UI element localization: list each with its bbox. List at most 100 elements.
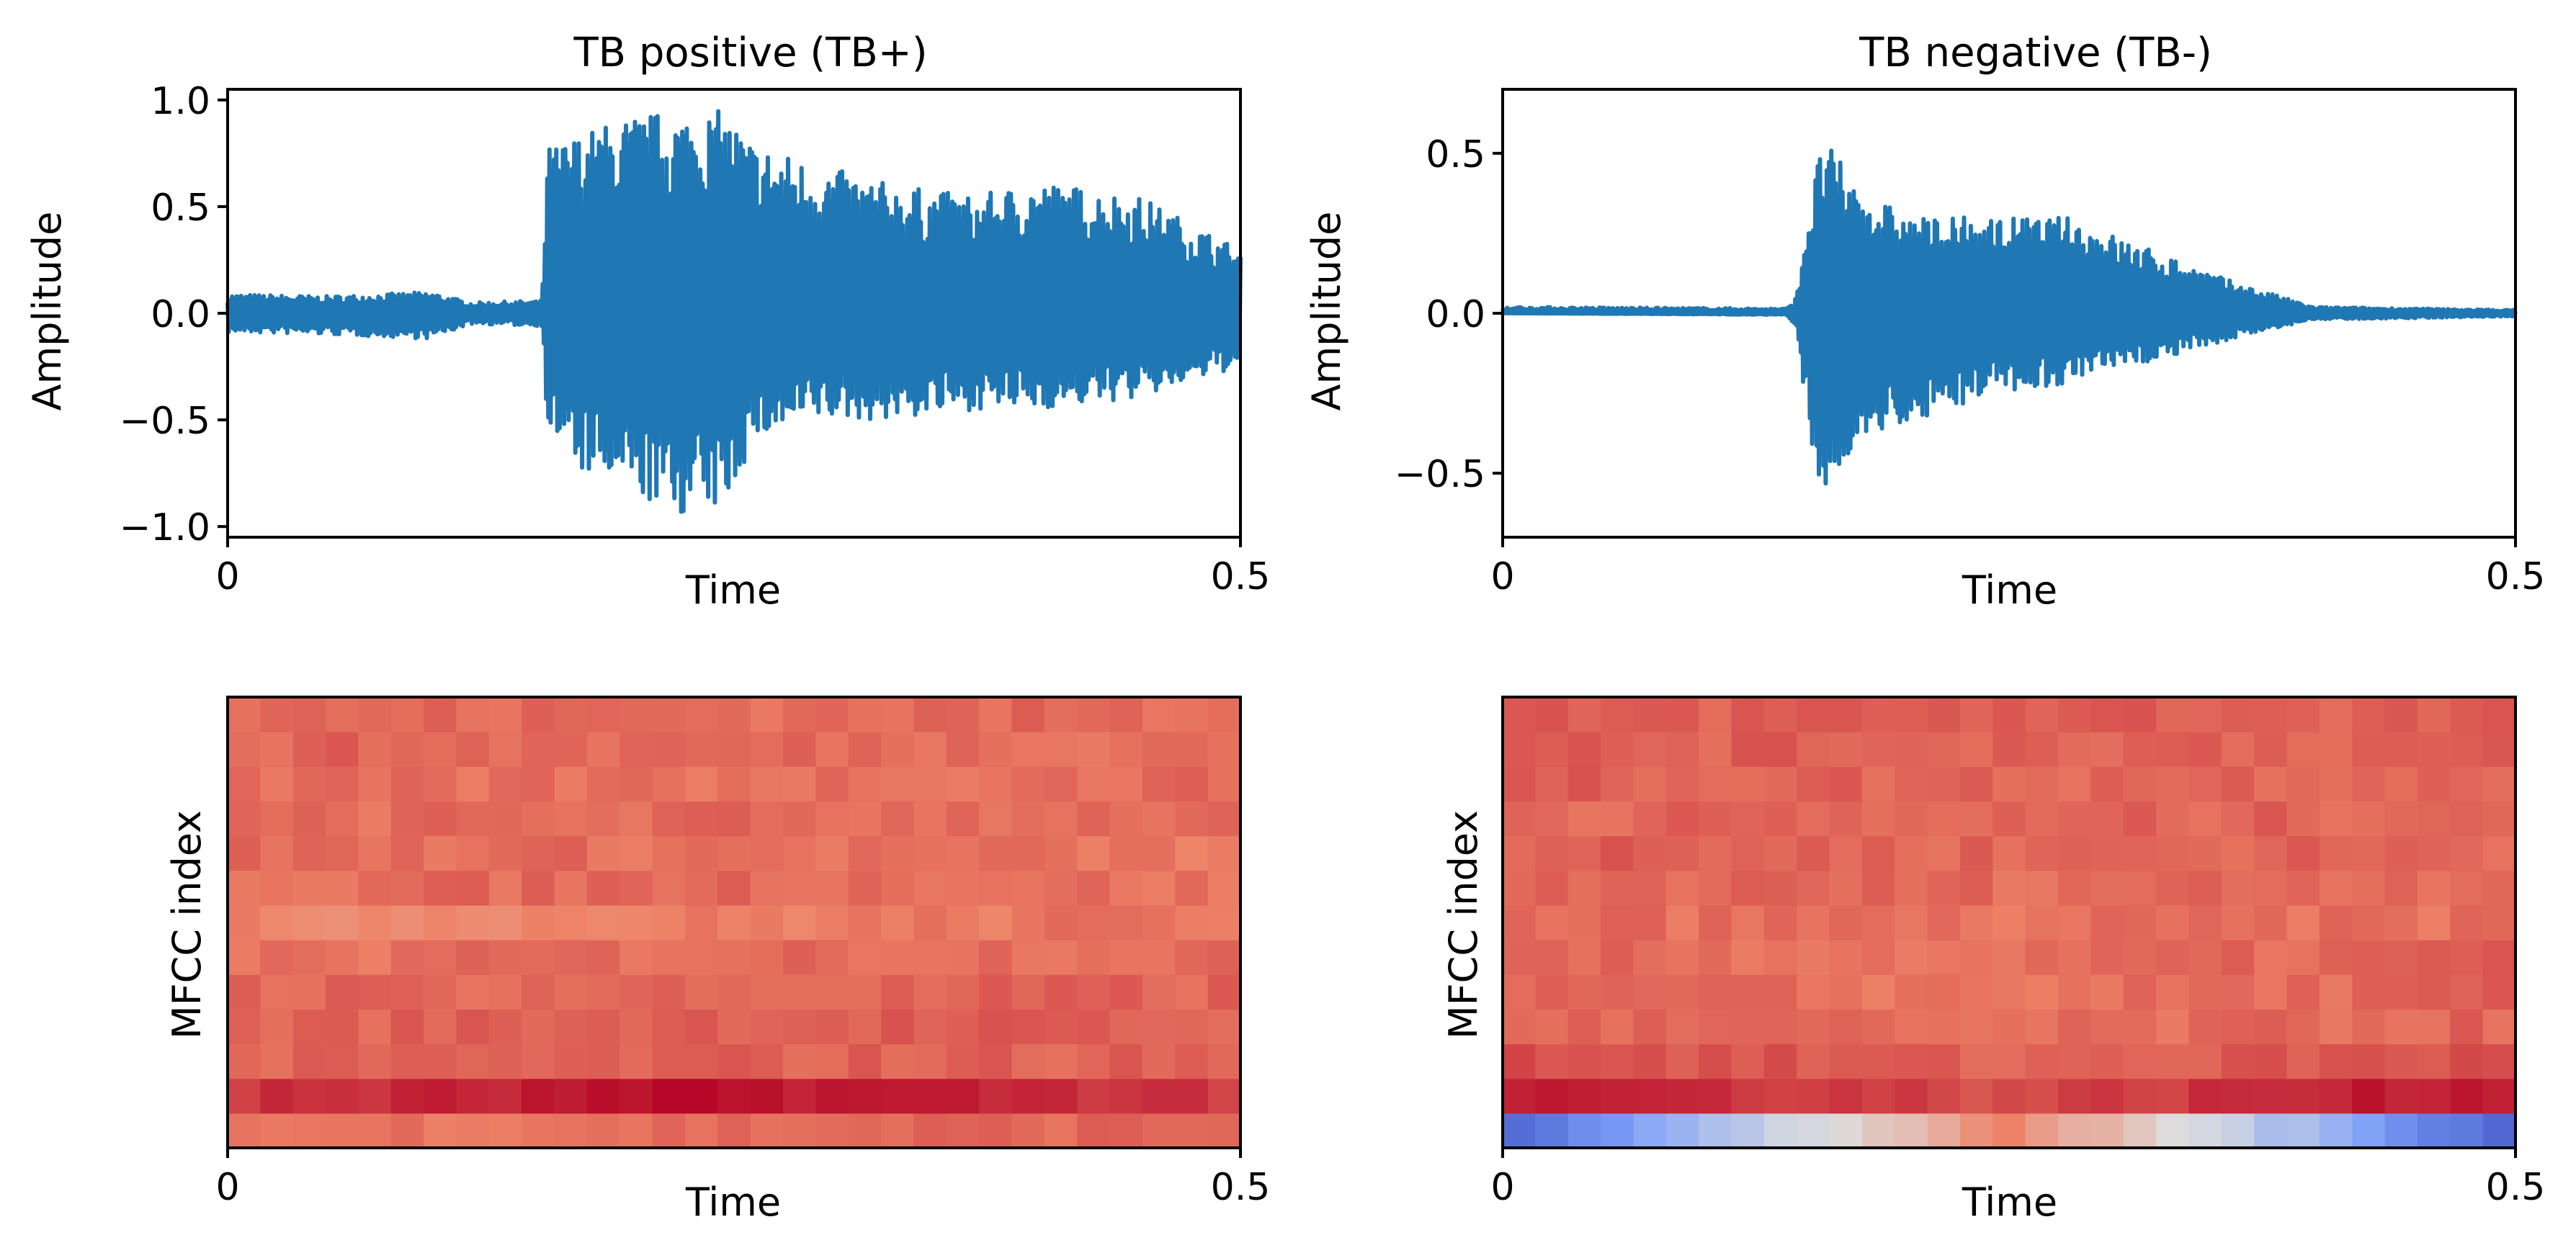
- mfcc-cell: [1633, 940, 1667, 975]
- mfcc-cell: [946, 974, 980, 1010]
- mfcc-cell: [554, 697, 588, 732]
- mfcc-cell: [1699, 1113, 1732, 1149]
- waveform-plot: [225, 109, 1243, 514]
- mfcc-cell: [2384, 1078, 2418, 1114]
- mfcc-cell: [1633, 732, 1667, 767]
- mfcc-cell: [881, 801, 915, 837]
- mfcc-cell: [946, 940, 980, 975]
- mfcc-cell: [1895, 940, 1928, 975]
- mfcc-cell: [2384, 1009, 2418, 1045]
- mfcc-cell: [2058, 904, 2091, 940]
- mfcc-cell: [424, 1009, 457, 1045]
- mfcc-cell: [1927, 870, 1961, 906]
- mfcc-cell: [620, 904, 653, 940]
- mfcc-cell: [783, 1043, 816, 1079]
- mfcc-cell: [979, 766, 1013, 802]
- mfcc-cell: [848, 1009, 882, 1045]
- mfcc-cell: [652, 974, 686, 1010]
- mfcc-cell: [684, 870, 718, 906]
- mfcc-cell: [390, 801, 424, 837]
- mfcc-cell: [1797, 1009, 1830, 1045]
- mfcc-cell: [522, 940, 555, 975]
- mfcc-cell: [1044, 1078, 1078, 1114]
- mfcc-cell: [1142, 1078, 1176, 1114]
- mfcc-cell: [652, 1113, 686, 1149]
- mfcc-cell: [292, 940, 326, 975]
- mfcc-cell: [1535, 1078, 1569, 1114]
- mfcc-cell: [1861, 732, 1895, 767]
- mfcc-cell: [1044, 697, 1078, 732]
- mfcc-cell: [2188, 732, 2222, 767]
- mfcc-cell: [2384, 732, 2418, 767]
- mfcc-cell: [1731, 870, 1765, 906]
- mfcc-cell: [1699, 974, 1732, 1010]
- mfcc-cell: [783, 904, 816, 940]
- mfcc-cell: [2221, 974, 2255, 1010]
- mfcc-cell: [1959, 904, 1993, 940]
- mfcc-cell: [456, 870, 490, 906]
- mfcc-cell: [2123, 1009, 2157, 1045]
- mfcc-cell: [620, 766, 653, 802]
- mfcc-cell: [1535, 766, 1569, 802]
- mfcc-cell: [522, 801, 555, 837]
- mfcc-cell: [1959, 1043, 1993, 1079]
- mfcc-cell: [228, 940, 261, 975]
- mfcc-cell: [684, 835, 718, 871]
- mfcc-cell: [2156, 801, 2190, 837]
- mfcc-cell: [1699, 870, 1732, 906]
- mfcc-cell: [2450, 1113, 2484, 1149]
- mfcc-cell: [2090, 697, 2124, 732]
- mfcc-cell: [488, 801, 522, 837]
- mfcc-cell: [2417, 1113, 2451, 1149]
- mfcc-cell: [2384, 766, 2418, 802]
- mfcc-cell: [783, 801, 816, 837]
- mfcc-cell: [2025, 974, 2059, 1010]
- mfcc-cell: [2384, 974, 2418, 1010]
- mfcc-cell: [1601, 940, 1634, 975]
- mfcc-cell: [750, 801, 784, 837]
- mfcc-cell: [1895, 870, 1928, 906]
- mfcc-cell: [1763, 801, 1797, 837]
- mfcc-cell: [260, 940, 294, 975]
- mfcc-cell: [260, 732, 294, 767]
- mfcc-cell: [1077, 1009, 1111, 1045]
- mfcc-cell: [358, 766, 392, 802]
- mfcc-cell: [684, 1009, 718, 1045]
- mfcc-cell: [424, 940, 457, 975]
- mfcc-cell: [326, 1043, 359, 1079]
- x-axis-label: Time: [685, 567, 781, 613]
- mfcc-cell: [2221, 835, 2255, 871]
- mfcc-cell: [1959, 1009, 1993, 1045]
- mfcc-cell: [1829, 1113, 1863, 1149]
- mfcc-cell: [1829, 974, 1863, 1010]
- mfcc-cell: [586, 801, 620, 837]
- mfcc-cell: [260, 1078, 294, 1114]
- mfcc-cell: [620, 940, 653, 975]
- mfcc-cell: [620, 1009, 653, 1045]
- mfcc-cell: [1109, 1009, 1143, 1045]
- mfcc-cell: [1142, 1043, 1176, 1079]
- mfcc-cell: [2221, 1009, 2255, 1045]
- mfcc-cell: [1011, 974, 1045, 1010]
- mfcc-cell: [488, 732, 522, 767]
- mfcc-cell: [2156, 1078, 2190, 1114]
- mfcc-cell: [292, 732, 326, 767]
- chart-title: TB positive (TB+): [573, 30, 927, 76]
- mfcc-cell: [2123, 974, 2157, 1010]
- mfcc-cell: [2319, 1009, 2353, 1045]
- mfcc-heatmap: [1503, 697, 2516, 1149]
- mfcc-cell: [228, 1043, 261, 1079]
- mfcc-cell: [1109, 870, 1143, 906]
- mfcc-cell: [913, 870, 947, 906]
- mfcc-cell: [1011, 904, 1045, 940]
- mfcc-cell: [2482, 1113, 2516, 1149]
- mfcc-cell: [848, 732, 882, 767]
- mfcc-heatmap: [228, 697, 1241, 1149]
- mfcc-cell: [228, 766, 261, 802]
- mfcc-cell: [1829, 1078, 1863, 1114]
- mfcc-cell: [1993, 801, 2026, 837]
- mfcc-cell: [652, 904, 686, 940]
- x-axis-label: Time: [1962, 1180, 2057, 1225]
- mfcc-cell: [2286, 1009, 2320, 1045]
- mfcc-cell: [1895, 904, 1928, 940]
